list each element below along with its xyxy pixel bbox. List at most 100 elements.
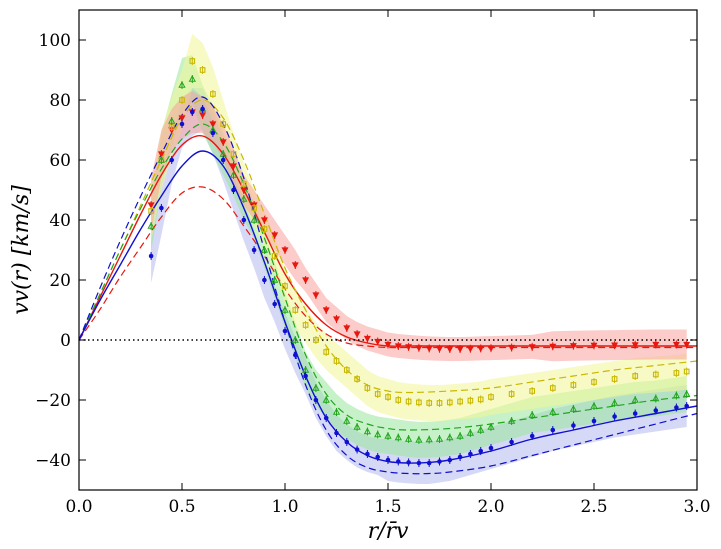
data-point-green [610, 398, 619, 407]
point-marker [674, 405, 679, 410]
data-point-green [446, 433, 454, 442]
point-marker [395, 397, 402, 403]
model-dashed-yellow [78, 99, 698, 394]
data-point-green [188, 74, 196, 83]
point-marker [467, 397, 474, 404]
point-marker [323, 415, 329, 421]
data-point-green [394, 433, 402, 442]
data-point-green [456, 431, 464, 440]
data-point-blue [159, 204, 164, 212]
point-marker [364, 385, 371, 391]
point-marker [569, 404, 578, 412]
data-point-green [487, 422, 495, 431]
point-marker [230, 151, 237, 157]
point-marker [157, 155, 166, 163]
point-marker [354, 376, 360, 382]
y-tick-label: 40 [49, 211, 71, 231]
data-point-red [374, 337, 382, 346]
y-axis-ticks: −40 −20 0 20 40 60 80 100 [35, 31, 697, 471]
point-marker [529, 433, 535, 439]
data-point-red [436, 344, 443, 353]
data-point-blue [591, 417, 597, 425]
data-point-red [333, 315, 340, 323]
data-point-blue [509, 438, 514, 446]
point-marker [488, 445, 494, 451]
data-point-green [332, 407, 341, 416]
data-point-blue [550, 426, 556, 434]
data-point-green [415, 435, 423, 444]
data-point-yellow [199, 66, 206, 74]
data-point-yellow [426, 399, 433, 407]
data-point-blue [684, 402, 689, 410]
point-marker [425, 435, 433, 443]
data-point-green [260, 245, 269, 254]
point-marker [396, 459, 401, 464]
data-point-yellow [632, 372, 639, 380]
point-marker [436, 346, 443, 353]
data-point-yellow [416, 398, 422, 407]
point-marker [271, 232, 279, 239]
point-marker [363, 427, 372, 435]
point-marker [435, 434, 444, 442]
point-marker [631, 395, 639, 403]
y-tick-label: 80 [49, 91, 71, 111]
data-point-blue [282, 327, 288, 335]
data-point-blue [632, 409, 638, 418]
point-marker [683, 368, 690, 375]
data-point-green [322, 395, 330, 404]
point-marker [250, 215, 258, 223]
data-point-green [363, 427, 372, 436]
point-marker [168, 116, 176, 124]
point-marker [169, 157, 174, 163]
data-point-blue [365, 450, 370, 458]
point-marker [260, 217, 268, 224]
point-marker [271, 253, 278, 259]
data-point-red [343, 324, 351, 332]
data-point-yellow [446, 398, 453, 407]
point-marker [466, 346, 474, 353]
point-marker [549, 385, 556, 391]
point-marker [262, 277, 267, 283]
point-marker [219, 139, 227, 146]
data-point-yellow [210, 90, 216, 98]
data-point-green [384, 431, 392, 440]
point-marker [446, 399, 453, 406]
data-point-yellow [313, 336, 319, 344]
data-point-red [415, 343, 423, 352]
data-point-green [590, 401, 598, 410]
data-point-blue [169, 156, 174, 164]
data-point-blue [251, 246, 257, 254]
point-marker [456, 431, 464, 439]
point-marker [148, 253, 154, 259]
data-point-yellow [385, 393, 391, 401]
point-marker [466, 428, 475, 436]
point-marker [672, 391, 681, 399]
point-marker [240, 181, 247, 187]
data-point-red [405, 342, 413, 351]
data-point-red [446, 345, 454, 353]
point-marker [241, 217, 247, 223]
point-marker [446, 433, 454, 441]
data-point-red [466, 344, 474, 353]
data-point-yellow [467, 396, 474, 405]
data-point-blue [190, 108, 195, 116]
data-point-blue [272, 300, 278, 308]
point-marker [292, 307, 299, 313]
data-point-yellow [343, 366, 350, 374]
data-point-blue [385, 456, 391, 464]
point-marker [385, 394, 391, 400]
data-point-blue [416, 459, 422, 467]
data-point-green [229, 170, 238, 179]
data-point-blue [210, 129, 216, 137]
model-dashed-red [78, 186, 697, 349]
data-point-yellow [570, 381, 577, 389]
point-marker [147, 221, 155, 229]
x-tick-label: 3.0 [683, 497, 710, 517]
data-point-green [683, 389, 691, 398]
point-marker [365, 451, 370, 457]
data-point-yellow [292, 306, 299, 314]
point-marker [405, 344, 413, 351]
data-point-blue [179, 120, 185, 128]
data-point-red [528, 342, 536, 351]
data-point-green [343, 416, 351, 425]
